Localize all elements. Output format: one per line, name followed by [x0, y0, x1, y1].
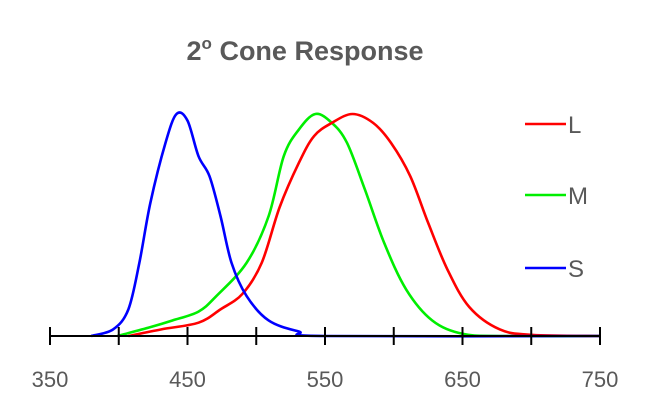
series-line-S — [90, 111, 601, 338]
series-line-L — [128, 112, 601, 338]
x-tick-label-750: 750 — [582, 367, 619, 392]
legend-label-S: S — [568, 256, 584, 283]
x-tick-label-450: 450 — [169, 367, 206, 392]
series-line-M — [117, 112, 601, 338]
x-tick-label-650: 650 — [444, 367, 481, 392]
x-tick-label-550: 550 — [307, 367, 344, 392]
legend-label-M: M — [568, 183, 588, 210]
chart-title: 2o Cone Response — [187, 34, 424, 66]
legend-label-L: L — [568, 112, 581, 139]
x-tick-label-350: 350 — [32, 367, 69, 392]
